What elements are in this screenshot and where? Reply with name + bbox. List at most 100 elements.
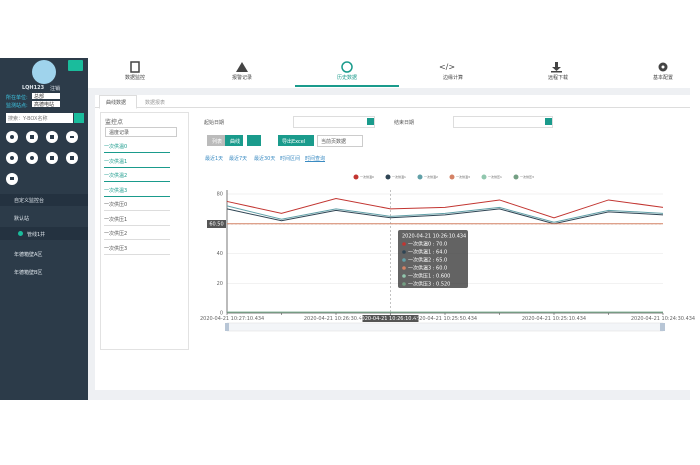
select[interactable]: 温度记录 (105, 127, 177, 137)
content-panel: 曲线数据 数据报表 监控点 温度记录 一次供温0 一次供温1 一次供温2 一次供温3 一… (95, 95, 690, 390)
legend-label: 一次供压1 (488, 174, 502, 179)
select-value[interactable]: 当前页数据 (321, 139, 347, 145)
menu-label[interactable]: 年德箱壁B区 (14, 270, 43, 276)
tool-icons (6, 131, 78, 185)
x-tick-label: 2020-04-21 10:27:10.434 (200, 316, 264, 322)
button-label[interactable]: 导出Excel (282, 139, 306, 145)
nav-label[interactable]: 数据监控 (124, 75, 145, 81)
y-tick-label: 80 (217, 192, 223, 198)
menu-label: 管线1井 (27, 232, 46, 238)
axis-pointer-box (207, 220, 226, 228)
svg-text:</>: </> (439, 63, 455, 72)
select-value: 温度记录 (109, 130, 130, 136)
nav-label[interactable]: 报警记录 (231, 75, 252, 81)
date-input[interactable] (453, 116, 553, 128)
range-link[interactable]: 时间查询 (305, 156, 326, 162)
tooltip-swatch (402, 274, 406, 278)
avatar (32, 60, 56, 84)
point-item[interactable]: 一次供压1 (104, 216, 170, 226)
legend-label: 一次供温0 (360, 174, 374, 179)
legend-swatch (385, 174, 391, 180)
tab-label[interactable]: 数据报表 (145, 100, 166, 106)
sidebar: LQH123 注销 所在单位: 总部 监测站点: 高德电站 搜索：Y-BOX名称… (0, 58, 88, 400)
tab-active[interactable]: 曲线数据 (99, 95, 137, 109)
top-nav: </> (88, 58, 690, 88)
search-button[interactable] (74, 113, 84, 123)
x-tick-label: 2020-04-21 10:25:50.434 (413, 316, 477, 322)
field-value: 总部 (34, 94, 45, 100)
zoom-slider (226, 322, 664, 332)
point-item[interactable]: 一次供温2 (104, 172, 170, 182)
filter-label: 起始日期 (204, 120, 225, 126)
range-link[interactable]: 最近30天 (254, 156, 276, 162)
tooltip-swatch (402, 242, 406, 246)
legend-swatch (449, 174, 455, 180)
tooltip-swatch (402, 282, 406, 286)
field-select[interactable]: 总部 (32, 93, 60, 100)
button-label[interactable]: 列表 (212, 139, 223, 145)
tooltip-item: 一次供温2 : 65.0 (408, 257, 447, 264)
point-item[interactable]: 一次供温1 (104, 158, 170, 168)
menu-item-active[interactable]: 自定义监控台 (0, 194, 88, 206)
status-dot (18, 231, 23, 236)
panel-title: 监控点 (105, 119, 124, 126)
tooltip-item: 一次供温0 : 70.0 (408, 241, 447, 248)
legend-swatch (513, 174, 519, 180)
legend-swatch (417, 174, 423, 180)
tooltip-item: 一次供压3 : 0.520 (408, 281, 450, 288)
nav-label[interactable]: 边缘计算 (442, 75, 463, 81)
point-item[interactable]: 一次供压0 (104, 201, 170, 211)
nav-label[interactable]: 历史数据 (336, 75, 357, 81)
axis-pointer-box (362, 315, 419, 322)
point-item[interactable]: 一次供压2 (104, 230, 170, 240)
point-item[interactable]: 一次供温0 (104, 143, 170, 153)
nav-label[interactable]: 基本配置 (652, 75, 673, 81)
tooltip-swatch (402, 250, 406, 254)
y-tick-label: 0 (220, 311, 223, 317)
legend-label: 一次供温3 (456, 174, 470, 179)
points-panel: 监控点 温度记录 一次供温0 一次供温1 一次供温2 一次供温3 一次供压0 一次供压1 一… (100, 112, 189, 350)
y-tick-label: 40 (217, 251, 223, 257)
x-tick-label: 2020-04-21 10:24:30.434 (631, 316, 695, 322)
menu-toggle[interactable] (68, 60, 83, 71)
export-button[interactable] (278, 135, 314, 146)
range-link[interactable]: 最近7天 (229, 156, 248, 162)
point-item[interactable]: 一次供温3 (104, 187, 170, 197)
menu-label[interactable]: 年德箱壁A区 (14, 252, 43, 258)
search-button[interactable] (247, 135, 261, 146)
y-tick-label: 20 (217, 281, 223, 287)
range-link[interactable]: 最近1天 (205, 156, 224, 162)
button-label[interactable]: 曲线 (230, 139, 241, 145)
date-input[interactable] (293, 116, 375, 128)
legend-swatch (353, 174, 359, 180)
range-link[interactable]: 时间区间 (280, 156, 301, 162)
tooltip-swatch (402, 266, 406, 270)
calendar-button[interactable] (545, 118, 552, 125)
zoom-handle (225, 323, 229, 331)
page-select[interactable] (317, 135, 363, 147)
menu-label: 自定义监控台 (14, 198, 45, 204)
field-select[interactable]: 高德电站 (32, 101, 60, 108)
nav-icons: </> (130, 61, 668, 73)
logout[interactable]: 注销 (50, 86, 61, 92)
submenu-item[interactable]: 管线1井 (0, 227, 88, 240)
search-box[interactable]: 搜索：Y-BOX名称 (6, 113, 73, 123)
menu-label[interactable]: 默认站 (14, 216, 30, 222)
tooltip-item: 一次供温1 : 64.0 (408, 249, 447, 256)
x-tick-label: 2020-04-21 10:26:10.434 (358, 316, 422, 322)
nav-label[interactable]: 远程下载 (547, 75, 568, 81)
point-item[interactable]: 一次供压3 (104, 245, 170, 255)
legend-label: 一次供温2 (424, 174, 438, 179)
series-line (226, 205, 664, 223)
zoom-handle (660, 323, 665, 331)
nav-active-underline (295, 85, 399, 87)
legend-label: 一次供压3 (520, 174, 534, 179)
calendar-button[interactable] (367, 118, 374, 125)
axis-pointer-label: 60.50 (209, 222, 223, 228)
list-button[interactable] (207, 135, 225, 146)
x-tick-label: 2020-04-21 10:26:30.434 (304, 316, 368, 322)
series-line (226, 208, 664, 225)
curve-button[interactable] (225, 135, 243, 146)
